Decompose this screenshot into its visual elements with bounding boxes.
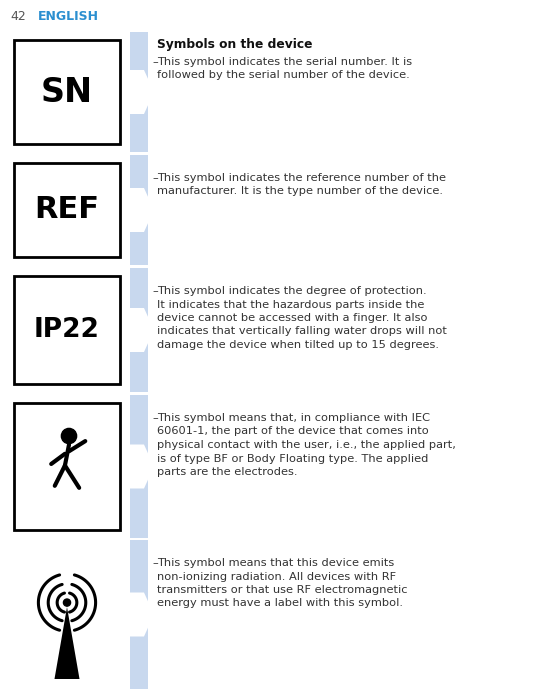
Bar xyxy=(130,155,148,265)
Text: followed by the serial number of the device.: followed by the serial number of the dev… xyxy=(157,70,410,81)
Text: energy must have a label with this symbol.: energy must have a label with this symbo… xyxy=(157,599,403,608)
Polygon shape xyxy=(130,308,154,352)
Text: It indicates that the hazardous parts inside the: It indicates that the hazardous parts in… xyxy=(157,300,424,309)
Text: ENGLISH: ENGLISH xyxy=(38,10,99,23)
Polygon shape xyxy=(130,593,154,637)
Text: 60601-1, the part of the device that comes into: 60601-1, the part of the device that com… xyxy=(157,426,429,437)
Text: –: – xyxy=(152,57,158,67)
Polygon shape xyxy=(130,70,154,114)
Text: device cannot be accessed with a finger. It also: device cannot be accessed with a finger.… xyxy=(157,313,428,323)
Text: damage the device when tilted up to 15 degrees.: damage the device when tilted up to 15 d… xyxy=(157,340,439,350)
Polygon shape xyxy=(130,444,154,489)
Text: –: – xyxy=(152,173,158,183)
Text: IP22: IP22 xyxy=(34,317,100,343)
Text: is of type BF or Body Floating type. The applied: is of type BF or Body Floating type. The… xyxy=(157,453,428,464)
Text: Symbols on the device: Symbols on the device xyxy=(157,38,313,51)
Text: This symbol indicates the serial number. It is: This symbol indicates the serial number.… xyxy=(157,57,412,67)
Text: REF: REF xyxy=(35,196,99,225)
Polygon shape xyxy=(130,188,154,232)
Text: transmitters or that use RF electromagnetic: transmitters or that use RF electromagne… xyxy=(157,585,408,595)
Text: –: – xyxy=(152,413,158,423)
Circle shape xyxy=(63,599,71,606)
Text: This symbol means that, in compliance with IEC: This symbol means that, in compliance wi… xyxy=(157,413,430,423)
Text: This symbol means that this device emits: This symbol means that this device emits xyxy=(157,558,394,568)
Text: non-ionizing radiation. All devices with RF: non-ionizing radiation. All devices with… xyxy=(157,571,396,582)
Circle shape xyxy=(62,429,77,444)
Bar xyxy=(14,163,120,257)
Bar xyxy=(130,395,148,538)
Text: indicates that vertically falling water drops will not: indicates that vertically falling water … xyxy=(157,327,447,336)
Text: SN: SN xyxy=(41,76,93,108)
Text: manufacturer. It is the type number of the device.: manufacturer. It is the type number of t… xyxy=(157,187,443,196)
Bar xyxy=(130,540,148,689)
Bar xyxy=(14,40,120,144)
Bar xyxy=(130,268,148,392)
Bar xyxy=(14,403,120,530)
Text: –: – xyxy=(152,286,158,296)
Text: –: – xyxy=(152,558,158,568)
Polygon shape xyxy=(55,607,79,679)
Text: This symbol indicates the reference number of the: This symbol indicates the reference numb… xyxy=(157,173,446,183)
Text: 42: 42 xyxy=(10,10,26,23)
Text: This symbol indicates the degree of protection.: This symbol indicates the degree of prot… xyxy=(157,286,427,296)
Bar xyxy=(14,276,120,384)
Text: parts are the electrodes.: parts are the electrodes. xyxy=(157,467,298,477)
Text: physical contact with the user, i.e., the applied part,: physical contact with the user, i.e., th… xyxy=(157,440,456,450)
Bar xyxy=(130,32,148,152)
